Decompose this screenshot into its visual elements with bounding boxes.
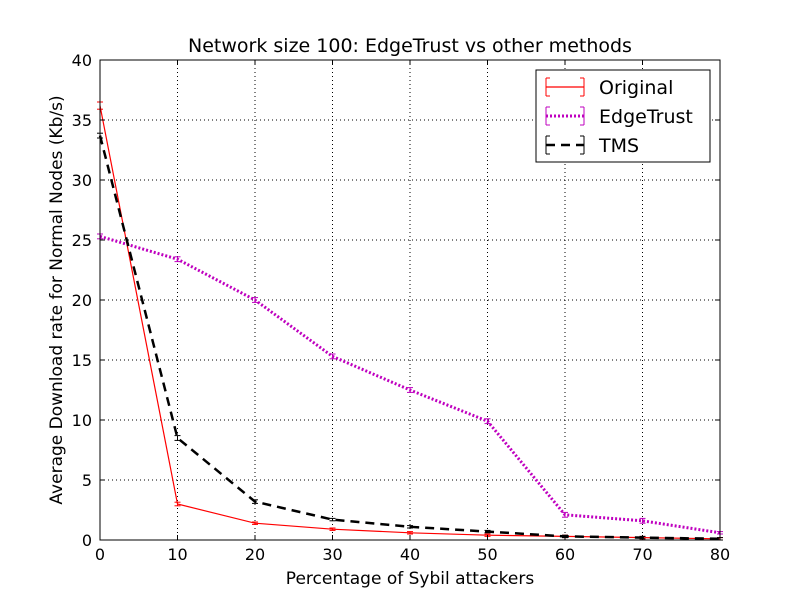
y-tick-label: 5 (82, 471, 92, 490)
data-point (484, 418, 491, 425)
data-point (174, 501, 181, 507)
chart-title: Network size 100: EdgeTrust vs other met… (188, 35, 632, 57)
x-tick-label: 50 (477, 545, 497, 564)
data-point (484, 529, 491, 534)
data-point (407, 525, 413, 529)
y-tick-label: 25 (72, 231, 92, 250)
data-point (252, 521, 258, 525)
y-tick-label: 40 (72, 51, 92, 70)
data-point (562, 511, 568, 518)
data-point (329, 517, 336, 522)
series-line (99, 105, 721, 540)
legend-label: TMS (598, 135, 639, 157)
legend-label: Original (599, 77, 673, 99)
legend-item-original: Original (545, 77, 673, 99)
x-tick-label: 30 (322, 545, 342, 564)
x-tick-label: 40 (400, 545, 420, 564)
y-tick-label: 0 (82, 531, 92, 550)
series-line (98, 135, 721, 541)
x-tick-label: 20 (245, 545, 265, 564)
legend-item-tms: TMS (545, 135, 639, 157)
data-point (639, 517, 646, 524)
x-tick-label: 70 (632, 545, 652, 564)
data-point (329, 527, 336, 531)
legend-item-edgetrust: EdgeTrust (545, 106, 693, 128)
data-point (407, 531, 413, 535)
data-point (252, 499, 258, 504)
legend-label: EdgeTrust (599, 106, 693, 128)
plot-series (97, 101, 723, 541)
series-edgetrust (97, 233, 723, 535)
y-axis-title: Average Download rate for Normal Nodes (… (47, 95, 67, 504)
x-tick-label: 10 (167, 545, 187, 564)
data-point (174, 256, 181, 263)
data-point (252, 297, 258, 303)
legend-box (535, 69, 711, 163)
x-tick-label: 60 (555, 545, 575, 564)
x-axis-title: Percentage of Sybil attackers (286, 569, 535, 589)
y-tick-label: 20 (72, 291, 92, 310)
axis-ticks: 0 10 20 30 40 50 60 70 80 0 5 10 15 20 25 30 35 40 (72, 51, 731, 564)
data-point (174, 435, 181, 441)
x-tick-label: 0 (95, 545, 105, 564)
legend: Original EdgeTrust TMS (535, 69, 711, 163)
data-point (329, 353, 336, 360)
x-tick-label: 80 (710, 545, 730, 564)
y-tick-label: 35 (72, 111, 92, 130)
y-tick-label: 10 (72, 411, 92, 430)
y-tick-label: 30 (72, 171, 92, 190)
data-point (407, 387, 413, 393)
y-tick-label: 15 (72, 351, 92, 370)
